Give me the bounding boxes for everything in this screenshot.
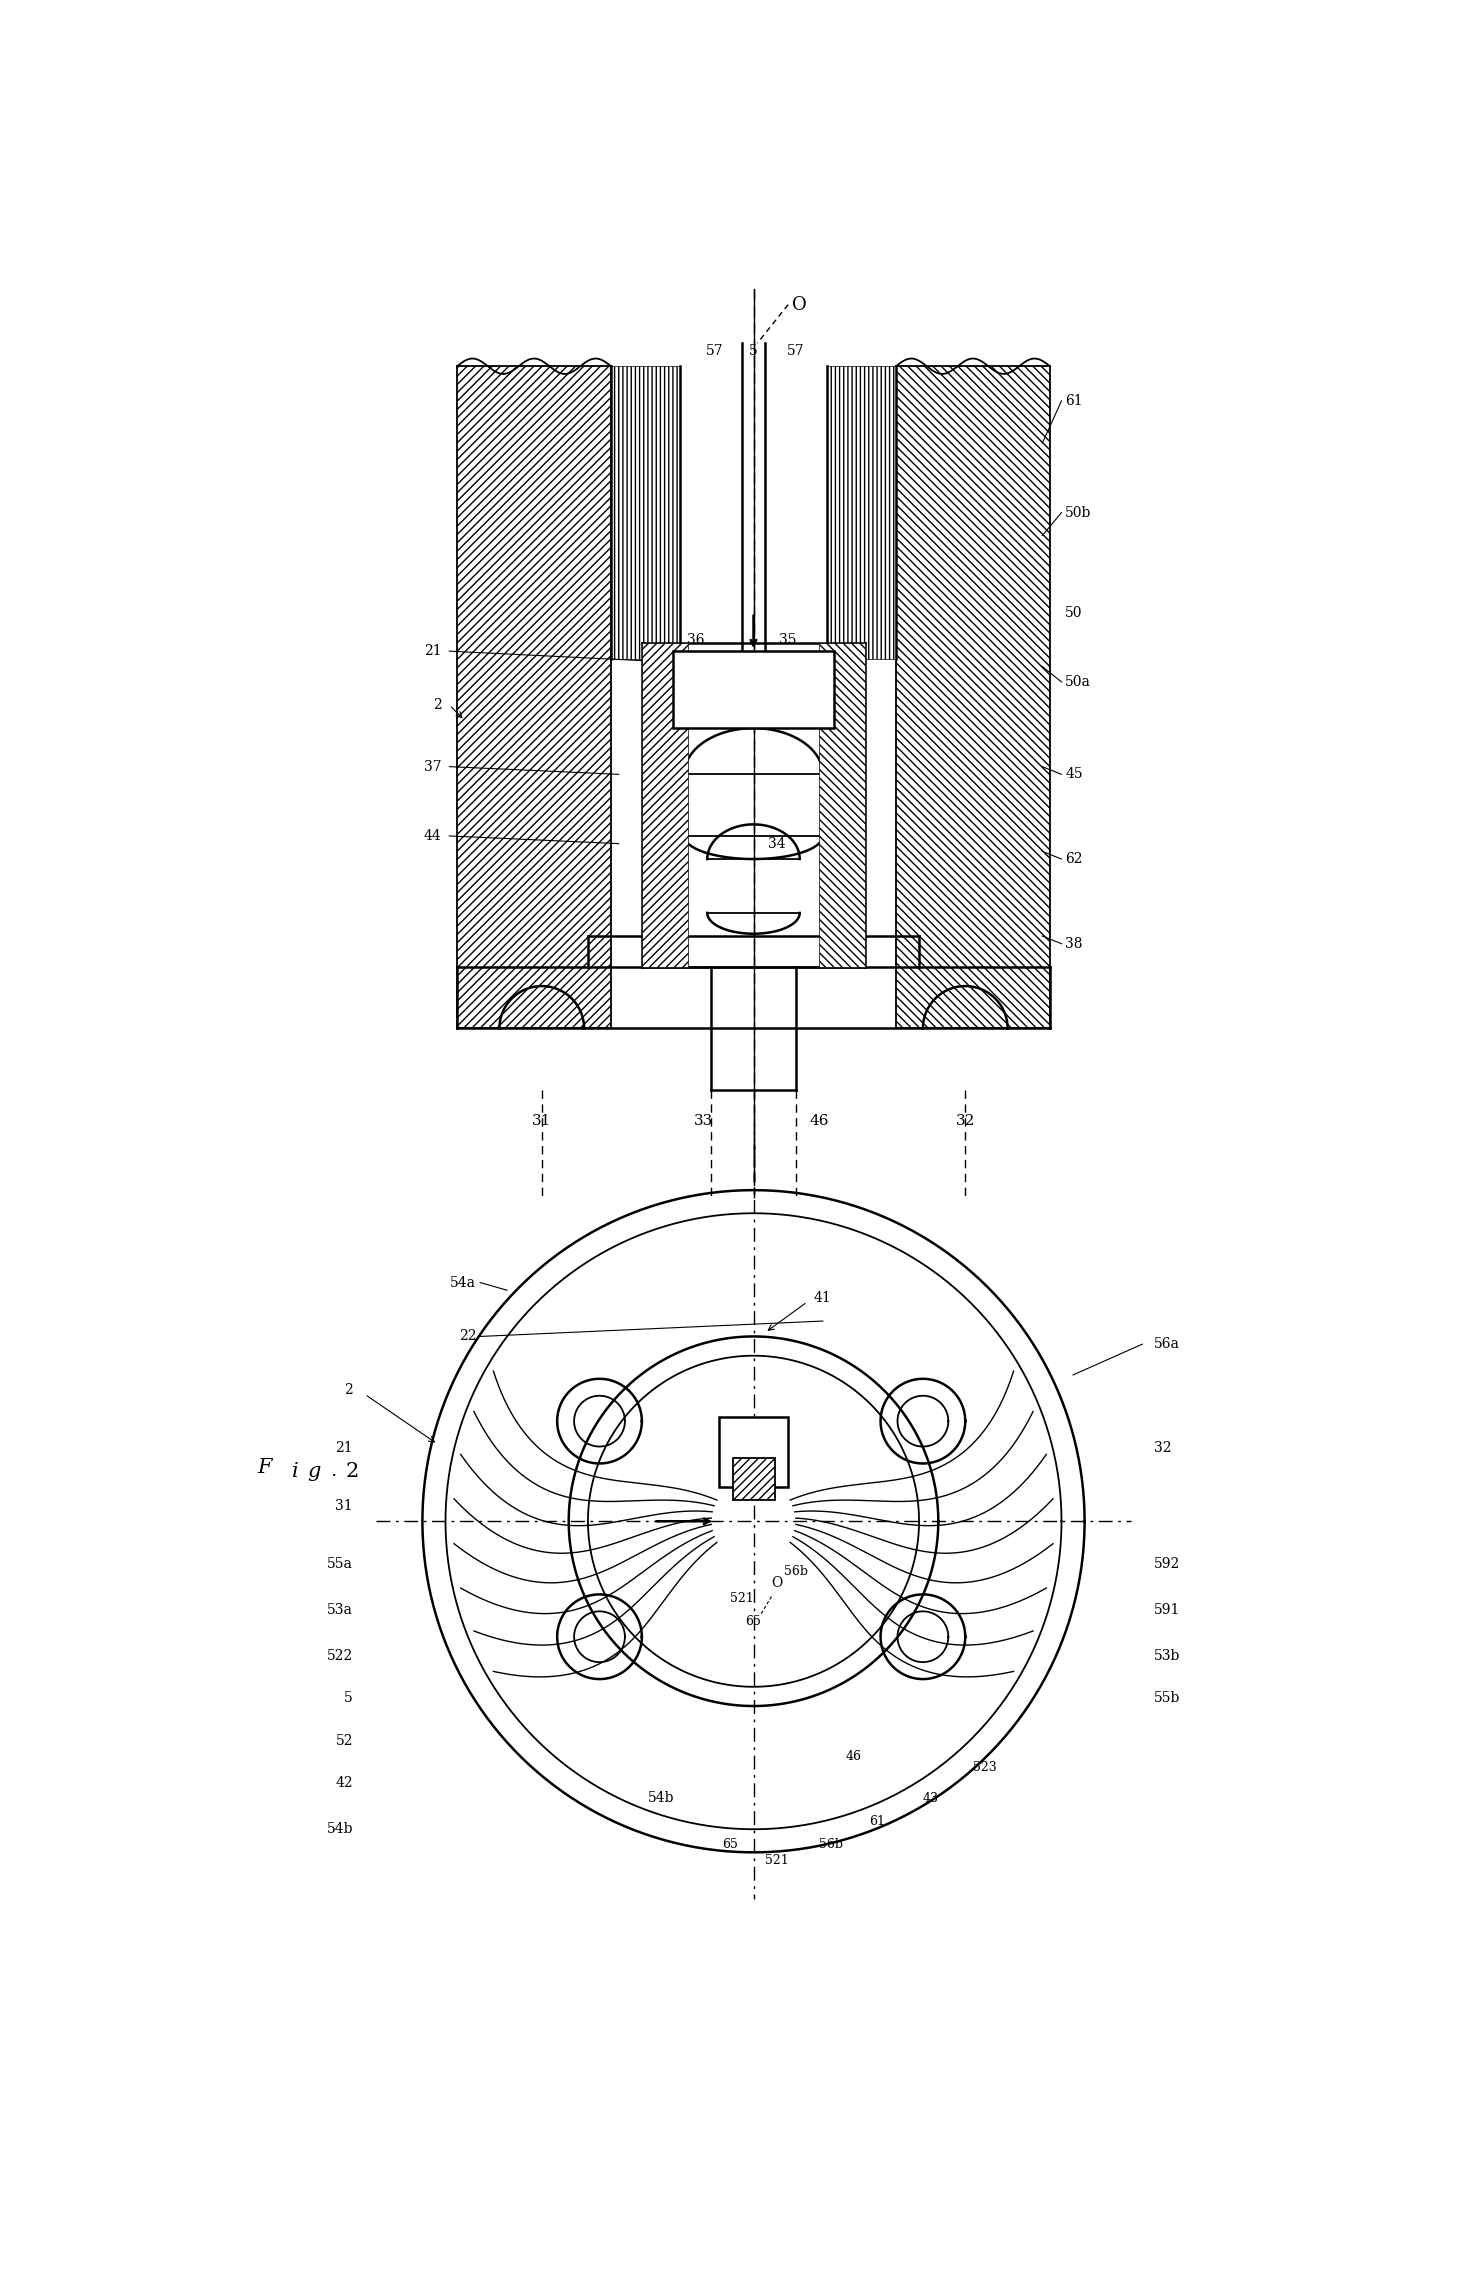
Text: g: g bbox=[307, 1463, 321, 1481]
Text: 32: 32 bbox=[1153, 1442, 1171, 1456]
Text: 521: 521 bbox=[765, 1853, 788, 1867]
Text: 32: 32 bbox=[956, 1114, 975, 1127]
Text: 35: 35 bbox=[780, 632, 797, 646]
Text: 46: 46 bbox=[846, 1750, 862, 1762]
Bar bbox=[719, 1417, 788, 1486]
Text: 22: 22 bbox=[459, 1330, 477, 1344]
Text: 31: 31 bbox=[533, 1114, 552, 1127]
Text: 52: 52 bbox=[335, 1734, 353, 1748]
Text: O: O bbox=[771, 1577, 783, 1591]
Text: O: O bbox=[793, 297, 808, 313]
Text: 34: 34 bbox=[768, 837, 786, 851]
Text: 53a: 53a bbox=[327, 1602, 353, 1616]
Text: 5: 5 bbox=[749, 345, 758, 358]
Text: 50a: 50a bbox=[1065, 675, 1091, 689]
Text: F: F bbox=[257, 1458, 271, 1476]
Text: 65: 65 bbox=[746, 1616, 762, 1627]
Text: 591: 591 bbox=[1153, 1602, 1180, 1616]
Text: 41: 41 bbox=[813, 1292, 831, 1305]
Text: 56b: 56b bbox=[784, 1565, 808, 1577]
Text: 2: 2 bbox=[432, 698, 441, 712]
Text: 5: 5 bbox=[344, 1691, 353, 1705]
Text: 56b: 56b bbox=[818, 1837, 843, 1851]
Bar bbox=[819, 644, 865, 968]
Text: 38: 38 bbox=[1065, 936, 1083, 952]
Text: 42: 42 bbox=[335, 1775, 353, 1789]
Text: 523: 523 bbox=[972, 1762, 996, 1773]
Text: 37: 37 bbox=[424, 760, 441, 774]
Text: 62: 62 bbox=[1065, 851, 1083, 867]
Text: 521: 521 bbox=[730, 1593, 753, 1604]
Text: 31: 31 bbox=[335, 1499, 353, 1513]
Text: .: . bbox=[330, 1463, 337, 1481]
Text: 592: 592 bbox=[1153, 1556, 1180, 1570]
Text: 61: 61 bbox=[869, 1814, 884, 1828]
Bar bbox=[896, 365, 1050, 1029]
Text: 21: 21 bbox=[335, 1442, 353, 1456]
Text: 36: 36 bbox=[687, 632, 705, 646]
Text: 57: 57 bbox=[787, 345, 805, 358]
Bar bbox=[610, 365, 681, 659]
Text: i: i bbox=[291, 1463, 299, 1481]
Bar bbox=[672, 650, 834, 728]
Text: 50: 50 bbox=[1065, 605, 1083, 621]
Text: 46: 46 bbox=[809, 1114, 828, 1127]
Text: 45: 45 bbox=[1065, 767, 1083, 780]
Text: 61: 61 bbox=[1065, 395, 1083, 408]
Text: 43: 43 bbox=[922, 1791, 938, 1805]
Text: 54a: 54a bbox=[450, 1276, 477, 1289]
Text: 2: 2 bbox=[346, 1463, 359, 1481]
Bar bbox=[827, 365, 896, 659]
Bar bbox=[641, 644, 688, 968]
Text: 55b: 55b bbox=[1153, 1691, 1180, 1705]
Bar bbox=[457, 365, 610, 1029]
Text: 21: 21 bbox=[424, 644, 441, 657]
Text: 55a: 55a bbox=[327, 1556, 353, 1570]
Text: 57: 57 bbox=[706, 345, 724, 358]
Text: 56a: 56a bbox=[1153, 1337, 1180, 1351]
Text: 53b: 53b bbox=[1153, 1650, 1180, 1664]
Text: 44: 44 bbox=[424, 828, 441, 842]
Text: 2: 2 bbox=[344, 1383, 353, 1397]
Text: 65: 65 bbox=[722, 1837, 738, 1851]
Text: 54b: 54b bbox=[327, 1823, 353, 1837]
Text: 50b: 50b bbox=[1065, 507, 1091, 520]
Text: 33: 33 bbox=[694, 1114, 713, 1127]
Text: 522: 522 bbox=[327, 1650, 353, 1664]
Bar bbox=[733, 1458, 775, 1502]
Text: 54b: 54b bbox=[647, 1791, 674, 1805]
